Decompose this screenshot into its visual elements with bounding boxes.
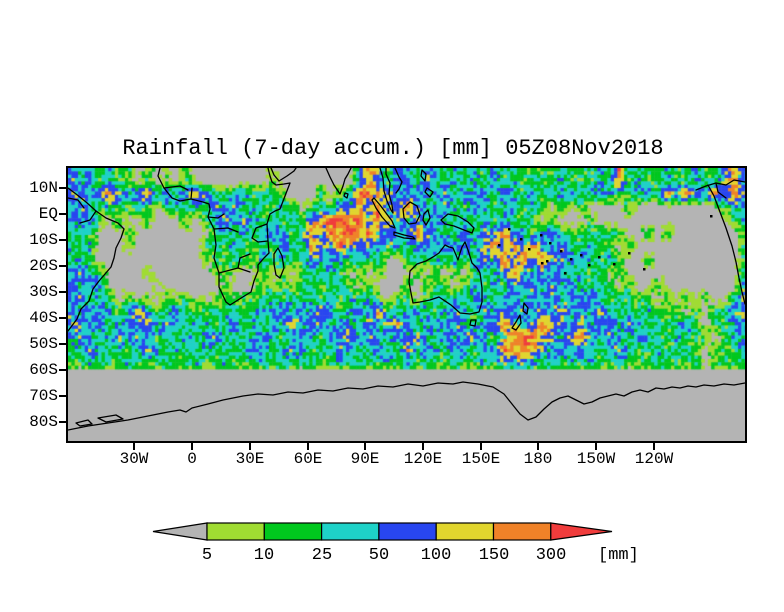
x-tick-label: 60E [293,450,323,468]
colorbar-tick-label: 100 [421,546,452,565]
colorbar-segment [206,522,265,541]
colorbar-tick-label: 300 [536,546,567,565]
colorbar-left-arrow [152,522,208,541]
colorbar-unit-label: [mm] [598,546,639,565]
x-tick-label: 120W [634,450,674,468]
y-axis-tick [59,291,67,293]
y-axis-tick [59,369,67,371]
x-axis-tick [307,443,309,450]
y-tick-label: 30S [29,283,58,301]
y-tick-label: EQ [38,205,58,223]
colorbar-tick-label: 25 [312,546,332,565]
chart-title: Rainfall (7-day accum.) [mm] 05Z08Nov201… [122,136,664,161]
x-tick-label: 150W [576,450,616,468]
y-tick-label: 70S [29,387,58,405]
x-axis-tick [364,443,366,450]
y-axis-tick [59,213,67,215]
x-axis-tick [595,443,597,450]
x-axis-tick [422,443,424,450]
x-tick-label: 120E [403,450,443,468]
y-axis-tick [59,395,67,397]
x-tick-label: 180 [523,450,553,468]
colorbar-right-arrow [550,522,613,541]
x-axis-tick [191,443,193,450]
colorbar-segment [263,522,323,541]
y-axis-tick [59,239,67,241]
colorbar-segment [321,522,380,541]
x-axis-tick [249,443,251,450]
x-axis-tick [653,443,655,450]
colorbar-segment [378,522,437,541]
y-tick-label: 50S [29,335,58,353]
y-axis-tick [59,187,67,189]
x-axis-tick [133,443,135,450]
colorbar-legend: 5 10 25 50 100 150 300 [mm] [152,522,639,565]
y-tick-label: 40S [29,309,58,327]
rainfall-heatmap-canvas [68,168,745,441]
x-tick-label: 30W [119,450,149,468]
y-tick-label: 60S [29,361,58,379]
y-tick-label: 80S [29,413,58,431]
y-axis-tick [59,421,67,423]
x-tick-label: 90E [350,450,380,468]
colorbar-tick-label: 150 [479,546,510,565]
y-axis-tick [59,317,67,319]
colorbar-segment [492,522,552,541]
map-frame [66,166,747,443]
x-axis-tick [537,443,539,450]
x-axis-tick [480,443,482,450]
x-tick-label: 30E [235,450,265,468]
colorbar-tick-label: 5 [202,546,212,565]
x-tick-label: 150E [461,450,501,468]
y-axis-tick [59,265,67,267]
x-tick-label: 0 [187,450,197,468]
y-tick-label: 10S [29,231,58,249]
y-axis-tick [59,343,67,345]
y-tick-label: 10N [29,179,58,197]
y-tick-label: 20S [29,257,58,275]
colorbar-tick-label: 50 [369,546,389,565]
colorbar-tick-label: 10 [254,546,274,565]
colorbar-segment [435,522,495,541]
